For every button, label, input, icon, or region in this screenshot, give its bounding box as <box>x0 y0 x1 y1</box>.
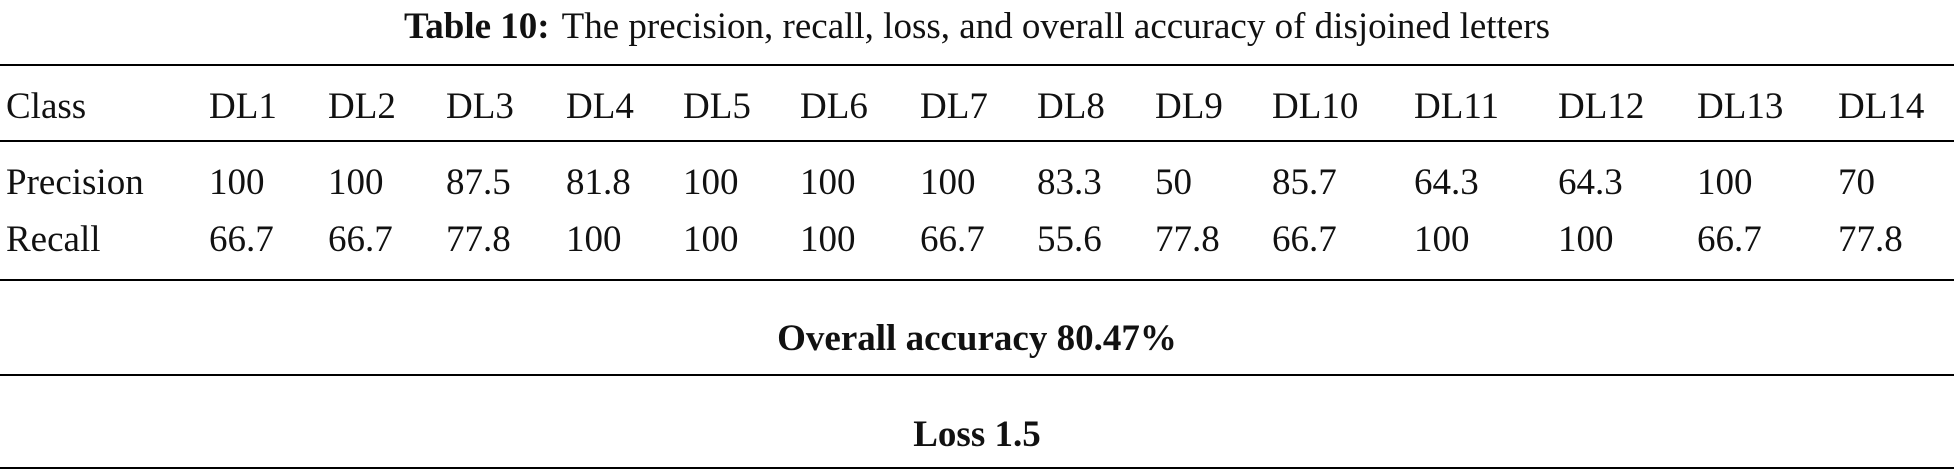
row-label: Precision <box>6 162 144 203</box>
cell: 100 <box>566 219 622 260</box>
cell: 81.8 <box>566 162 631 203</box>
cell: 83.3 <box>1037 162 1102 203</box>
caption-text: The precision, recall, loss, and overall… <box>561 6 1550 47</box>
header-cell: DL2 <box>328 86 396 127</box>
cell: 55.6 <box>1037 219 1102 260</box>
header-cell: DL13 <box>1697 86 1784 127</box>
cell: 100 <box>328 162 384 203</box>
cell: 77.8 <box>1838 219 1903 260</box>
cell: 64.3 <box>1414 162 1479 203</box>
rule <box>0 140 1954 142</box>
cell: 66.7 <box>209 219 274 260</box>
cell: 77.8 <box>1155 219 1220 260</box>
cell: 66.7 <box>328 219 393 260</box>
row-label: Recall <box>6 219 101 260</box>
header-cell: DL3 <box>446 86 514 127</box>
rule <box>0 374 1954 376</box>
cell: 100 <box>683 162 739 203</box>
header-cell: DL4 <box>566 86 634 127</box>
table-caption: Table 10: The precision, recall, loss, an… <box>0 8 1954 45</box>
header-cell: DL6 <box>800 86 868 127</box>
cell: 50 <box>1155 162 1192 203</box>
cell: 100 <box>209 162 265 203</box>
caption-label: Table 10: <box>404 6 550 47</box>
rule <box>0 279 1954 281</box>
cell: 87.5 <box>446 162 511 203</box>
header-cell: DL5 <box>683 86 751 127</box>
cell: 100 <box>1697 162 1753 203</box>
cell: 100 <box>920 162 976 203</box>
header-cell: Class <box>6 86 87 127</box>
header-cell: DL7 <box>920 86 988 127</box>
cell: 77.8 <box>446 219 511 260</box>
cell: 85.7 <box>1272 162 1337 203</box>
cell: 64.3 <box>1558 162 1623 203</box>
cell: 100 <box>1414 219 1470 260</box>
header-cell: DL8 <box>1037 86 1105 127</box>
header-cell: DL1 <box>209 86 277 127</box>
header-cell: DL12 <box>1558 86 1645 127</box>
header-cell: DL9 <box>1155 86 1223 127</box>
cell: 66.7 <box>1272 219 1337 260</box>
summary-row: Loss 1.5 <box>913 414 1041 455</box>
cell: 100 <box>800 219 856 260</box>
cell: 100 <box>1558 219 1614 260</box>
header-cell: DL10 <box>1272 86 1359 127</box>
cell: 70 <box>1838 162 1875 203</box>
rule <box>0 64 1954 66</box>
cell: 100 <box>683 219 739 260</box>
header-cell: DL14 <box>1838 86 1925 127</box>
header-cell: DL11 <box>1414 86 1499 127</box>
rule <box>0 467 1954 469</box>
cell: 66.7 <box>920 219 985 260</box>
cell: 100 <box>800 162 856 203</box>
summary-row: Overall accuracy 80.47% <box>777 318 1177 359</box>
cell: 66.7 <box>1697 219 1762 260</box>
